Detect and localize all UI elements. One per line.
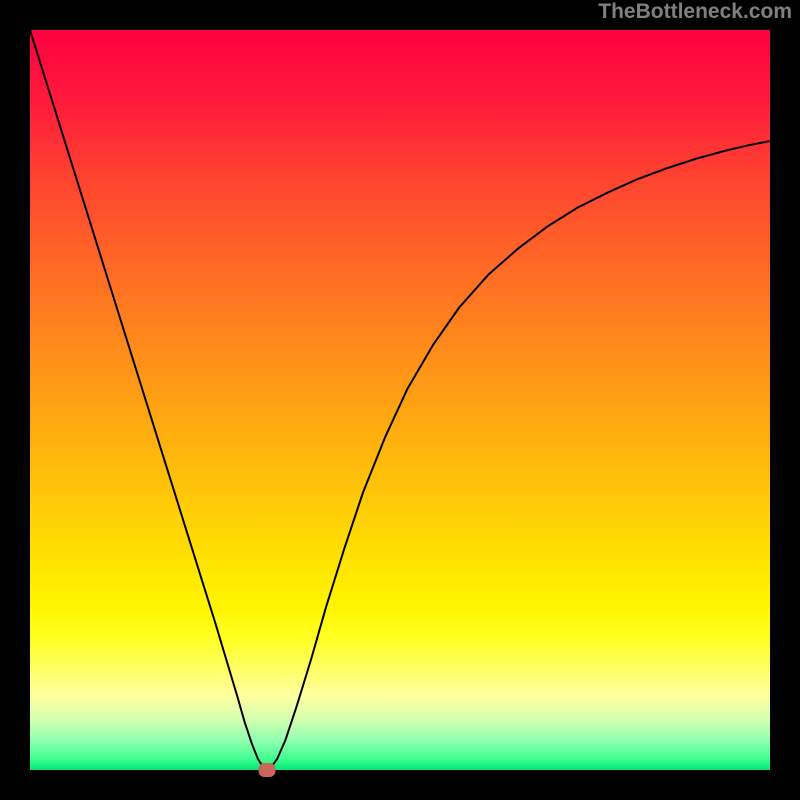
optimum-marker (258, 763, 275, 777)
chart-container: TheBottleneck.com (0, 0, 800, 800)
watermark-text: TheBottleneck.com (598, 0, 792, 24)
plot-area (30, 30, 770, 770)
gradient-background (30, 30, 770, 770)
